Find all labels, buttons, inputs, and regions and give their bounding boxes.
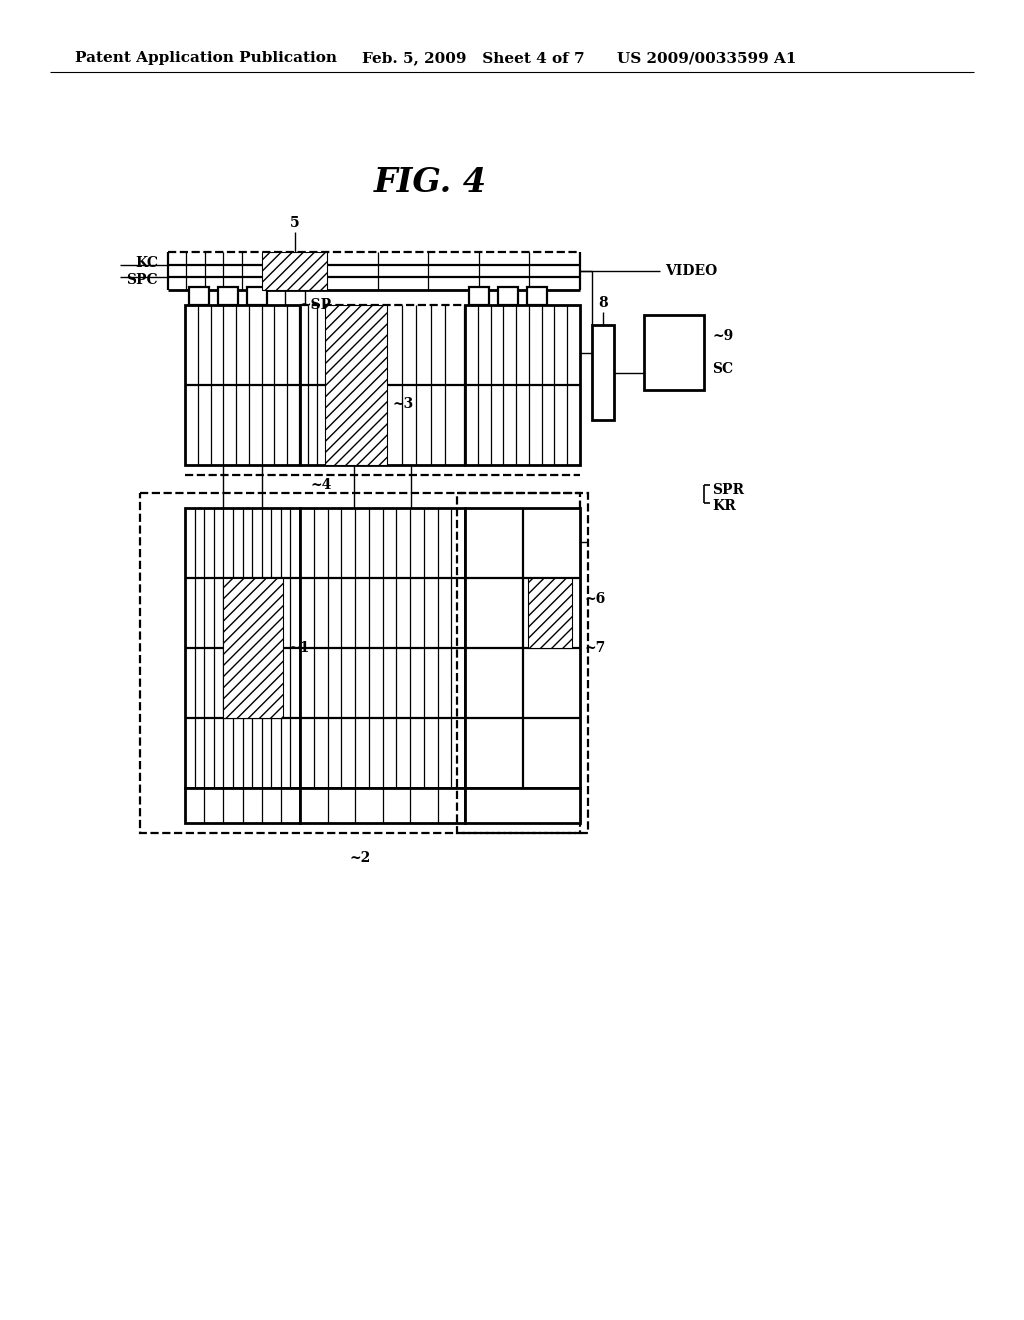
Bar bbox=[465, 508, 580, 788]
Text: 5: 5 bbox=[290, 216, 299, 230]
Text: Patent Application Publication: Patent Application Publication bbox=[75, 51, 337, 65]
Bar bbox=[300, 788, 465, 822]
Bar bbox=[528, 578, 572, 648]
Bar bbox=[247, 286, 267, 305]
Text: ~6: ~6 bbox=[585, 591, 606, 606]
Bar bbox=[644, 315, 705, 389]
Text: KR: KR bbox=[712, 499, 736, 513]
Text: Feb. 5, 2009   Sheet 4 of 7: Feb. 5, 2009 Sheet 4 of 7 bbox=[362, 51, 585, 65]
Text: 8: 8 bbox=[598, 296, 608, 310]
Text: ~2: ~2 bbox=[349, 851, 371, 865]
Bar bbox=[189, 286, 210, 305]
Bar bbox=[185, 508, 300, 788]
Bar bbox=[223, 578, 283, 718]
Text: SPC: SPC bbox=[126, 273, 158, 288]
Bar bbox=[465, 305, 580, 465]
Bar bbox=[592, 325, 614, 420]
Text: US 2009/0033599 A1: US 2009/0033599 A1 bbox=[617, 51, 797, 65]
Text: ~7: ~7 bbox=[585, 642, 606, 655]
Bar bbox=[185, 788, 300, 822]
Text: ~9: ~9 bbox=[712, 329, 733, 343]
Text: ~SP: ~SP bbox=[299, 298, 332, 312]
Text: ~3: ~3 bbox=[392, 397, 414, 412]
Text: ~1: ~1 bbox=[288, 642, 309, 655]
Text: FIG. 4: FIG. 4 bbox=[374, 165, 486, 198]
Bar bbox=[465, 788, 580, 822]
Bar bbox=[526, 286, 547, 305]
Bar bbox=[218, 286, 239, 305]
Bar bbox=[457, 492, 588, 833]
Bar bbox=[469, 286, 489, 305]
Bar bbox=[185, 305, 300, 465]
Text: SPR: SPR bbox=[712, 483, 744, 498]
Bar bbox=[140, 492, 580, 833]
Text: ~4: ~4 bbox=[310, 478, 332, 492]
Text: KC: KC bbox=[135, 256, 158, 271]
Text: SC: SC bbox=[712, 362, 733, 376]
Bar bbox=[498, 286, 518, 305]
Bar bbox=[325, 305, 387, 465]
Bar bbox=[262, 252, 327, 290]
Bar bbox=[300, 508, 465, 788]
Text: VIDEO: VIDEO bbox=[665, 264, 717, 279]
